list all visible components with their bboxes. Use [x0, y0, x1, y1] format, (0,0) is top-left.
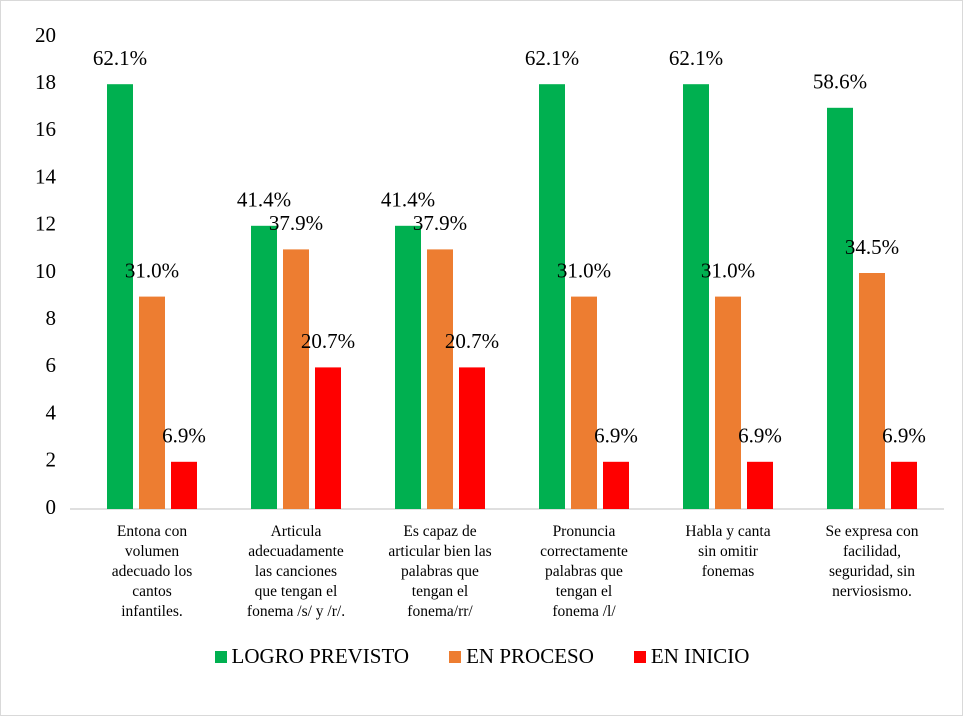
data-label: 31.0% [557, 258, 611, 282]
legend-swatch [214, 650, 227, 663]
y-tick-label: 18 [35, 70, 56, 94]
legend: LOGRO PREVISTO EN PROCESO EN INICIO [0, 644, 964, 669]
bar [747, 461, 773, 509]
bar [395, 225, 421, 510]
legend-label: LOGRO PREVISTO [231, 644, 410, 668]
y-tick-label: 4 [46, 400, 57, 424]
data-label: 6.9% [882, 424, 926, 448]
x-tick-label: Articula adecuadamente las canciones que… [246, 523, 346, 620]
x-tick-label: Entona con volumen adecuado los cantos i… [111, 523, 193, 620]
data-label: 58.6% [813, 70, 867, 94]
data-label: 62.1% [93, 46, 147, 70]
bar [715, 296, 741, 509]
legend-item: LOGRO PREVISTO [214, 644, 410, 669]
data-label: 37.9% [413, 211, 467, 235]
y-tick-label: 14 [35, 164, 57, 188]
data-label: 6.9% [594, 424, 638, 448]
data-label: 62.1% [525, 46, 579, 70]
bar [859, 273, 885, 509]
bar [539, 84, 565, 509]
bar [603, 461, 629, 509]
data-label: 31.0% [125, 258, 179, 282]
bar [827, 107, 853, 510]
data-label: 31.0% [701, 258, 755, 282]
bar [427, 249, 453, 509]
data-label: 37.9% [269, 211, 323, 235]
bar [139, 296, 165, 509]
data-label: 41.4% [381, 188, 435, 212]
x-tick-label: Es capaz de articular bien las palabras … [388, 523, 492, 620]
x-tick-label: Pronuncia correctamente palabras que ten… [540, 523, 628, 620]
bar [683, 84, 709, 509]
bar [459, 367, 485, 509]
y-tick-label: 0 [46, 495, 57, 519]
bar [251, 225, 277, 510]
data-label: 62.1% [669, 46, 723, 70]
data-label: 20.7% [301, 329, 355, 353]
bar [315, 367, 341, 509]
bar [107, 84, 133, 509]
y-tick-label: 12 [35, 212, 56, 236]
y-tick-label: 2 [46, 448, 57, 472]
bar [283, 249, 309, 509]
y-tick-label: 20 [35, 23, 56, 47]
x-tick-label: Habla y canta sin omitir fonemas [685, 523, 771, 580]
y-tick-label: 6 [46, 353, 57, 377]
data-label: 6.9% [738, 424, 782, 448]
data-label: 41.4% [237, 188, 291, 212]
data-label: 20.7% [445, 329, 499, 353]
legend-label: EN PROCESO [466, 644, 594, 668]
bar [171, 461, 197, 509]
legend-item: EN PROCESO [449, 644, 594, 669]
legend-swatch [449, 650, 462, 663]
data-label: 34.5% [845, 235, 899, 259]
bar [571, 296, 597, 509]
y-tick-label: 16 [35, 117, 56, 141]
bar [891, 461, 917, 509]
y-tick-label: 8 [46, 306, 57, 330]
data-label: 6.9% [162, 424, 206, 448]
legend-swatch [633, 650, 646, 663]
x-tick-label: Se expresa con facilidad, seguridad, sin… [825, 523, 919, 600]
legend-item: EN INICIO [633, 644, 750, 669]
legend-label: EN INICIO [650, 644, 750, 668]
y-tick-label: 10 [35, 259, 56, 283]
